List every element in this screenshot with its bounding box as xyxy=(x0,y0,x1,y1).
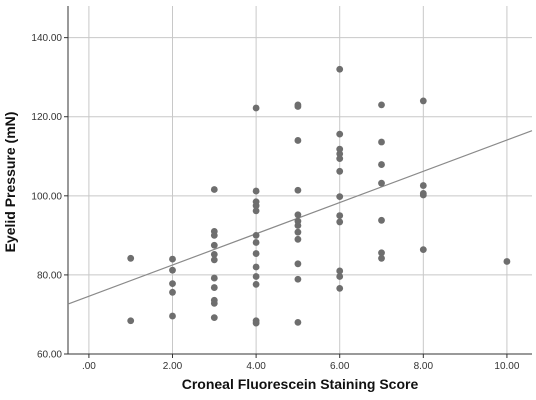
data-point xyxy=(378,179,385,187)
data-point xyxy=(378,254,385,262)
x-tick-label: 2.00 xyxy=(163,361,183,372)
data-point xyxy=(252,207,260,215)
y-tick-label: 80.00 xyxy=(37,270,62,281)
data-point xyxy=(294,222,302,229)
data-point xyxy=(294,137,302,144)
y-tick-label: 120.00 xyxy=(31,112,62,123)
y-axis-title: Eyelid Pressure (mN) xyxy=(2,112,18,253)
data-point xyxy=(252,187,260,195)
data-point xyxy=(336,284,344,292)
data-point xyxy=(294,260,302,268)
data-point xyxy=(294,318,302,326)
x-axis-title: Croneal Fluorescein Staining Score xyxy=(182,376,419,392)
data-point xyxy=(127,254,135,262)
x-tick-label: 8.00 xyxy=(414,361,434,372)
data-point xyxy=(419,97,427,105)
data-point xyxy=(336,150,344,158)
data-point xyxy=(336,155,344,163)
data-point xyxy=(294,275,302,283)
data-point xyxy=(169,280,176,288)
data-point xyxy=(252,239,260,246)
data-point xyxy=(336,65,344,73)
data-points xyxy=(127,65,511,327)
y-axis-ticks: 60.00 80.00 100.00 120.00 140.00 xyxy=(31,33,68,361)
data-point xyxy=(419,246,427,254)
data-point xyxy=(169,288,176,296)
plot-frame xyxy=(67,6,532,355)
data-point xyxy=(378,249,385,257)
data-point xyxy=(252,319,260,327)
data-point xyxy=(210,241,218,249)
data-point xyxy=(419,191,427,199)
data-point xyxy=(336,212,344,219)
data-point xyxy=(210,314,218,322)
data-point xyxy=(210,274,218,282)
data-point xyxy=(210,250,218,258)
data-point xyxy=(169,266,176,274)
data-point xyxy=(336,218,344,226)
x-tick-label: 6.00 xyxy=(330,361,350,372)
data-point xyxy=(294,186,302,194)
data-point xyxy=(336,193,344,201)
data-point xyxy=(294,228,302,236)
data-point xyxy=(127,317,135,325)
data-point xyxy=(336,145,344,153)
data-point xyxy=(378,138,385,146)
data-point xyxy=(503,258,511,265)
data-point xyxy=(336,167,344,175)
data-point xyxy=(252,263,260,271)
y-tick-label: 60.00 xyxy=(37,350,62,361)
y-tick-label: 140.00 xyxy=(31,33,62,44)
data-point xyxy=(252,250,260,257)
data-point xyxy=(252,281,260,288)
data-point xyxy=(419,182,427,189)
data-point xyxy=(252,104,260,112)
x-tick-label: 4.00 xyxy=(246,361,266,372)
data-point xyxy=(378,101,385,109)
data-point xyxy=(336,267,344,275)
data-point xyxy=(294,235,302,243)
data-point xyxy=(294,211,302,219)
data-point xyxy=(210,186,218,193)
x-axis-ticks: .00 2.00 4.00 6.00 8.00 10.00 xyxy=(82,354,520,372)
data-point xyxy=(378,216,385,224)
data-point xyxy=(252,231,260,239)
data-point xyxy=(294,103,302,110)
data-point xyxy=(210,284,218,291)
data-point xyxy=(210,231,218,239)
data-point xyxy=(252,273,260,280)
x-tick-label: .00 xyxy=(82,361,96,372)
y-tick-label: 100.00 xyxy=(31,191,62,202)
data-point xyxy=(210,256,218,264)
data-point xyxy=(336,273,344,280)
data-point xyxy=(210,299,218,307)
data-point xyxy=(378,161,385,168)
x-tick-label: 10.00 xyxy=(494,361,519,372)
data-point xyxy=(252,202,260,210)
data-point xyxy=(169,312,176,320)
data-point xyxy=(169,255,176,263)
data-point xyxy=(336,130,344,138)
grid-lines xyxy=(68,6,532,355)
